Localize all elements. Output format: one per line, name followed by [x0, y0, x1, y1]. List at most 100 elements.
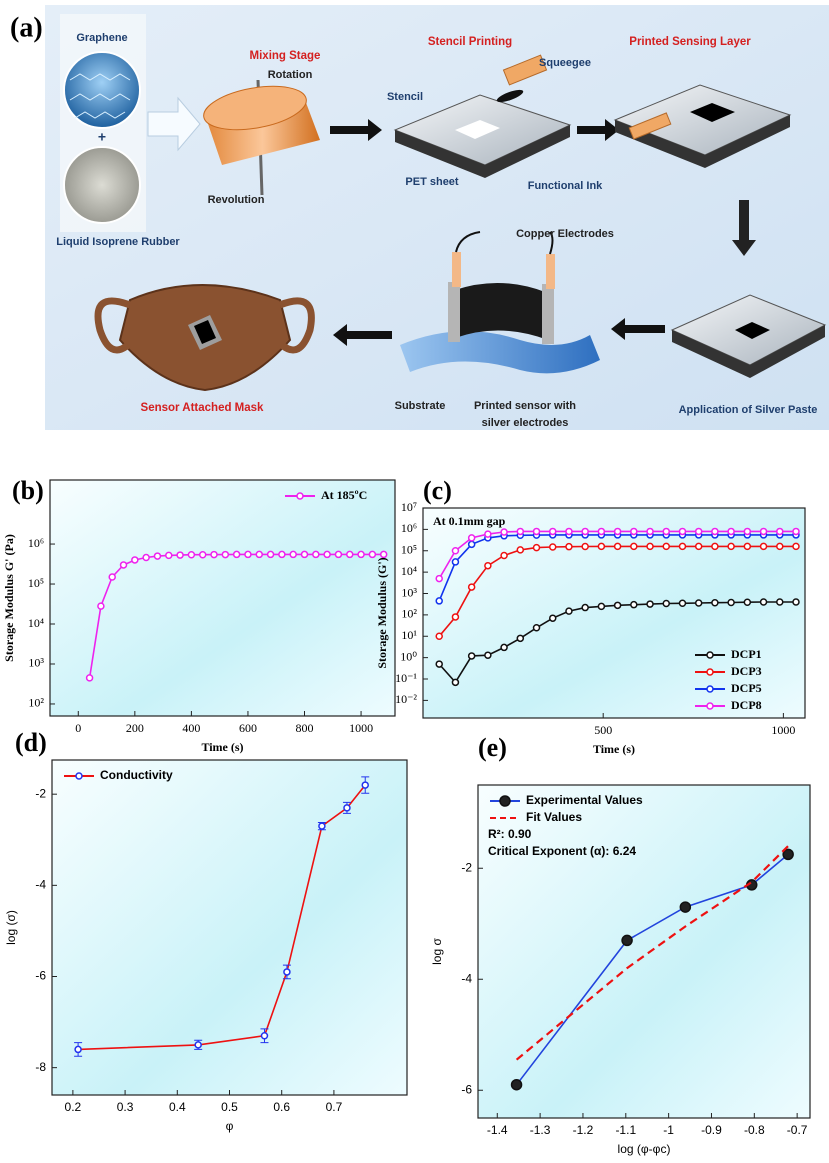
data-point	[435, 632, 443, 641]
panel-a: (a) Graphene + Liquid Isoprene Rubber Mi…	[10, 5, 829, 430]
data-point	[451, 613, 460, 621]
copper-electrode	[546, 254, 555, 289]
data-point	[776, 542, 784, 551]
data-point	[776, 598, 784, 606]
label: Substrate	[395, 400, 446, 412]
data-point	[283, 968, 291, 976]
data-point	[74, 1045, 82, 1054]
label: Mixing Stage	[250, 50, 321, 62]
data-point	[565, 542, 573, 551]
data-point	[694, 542, 703, 551]
label: PET sheet	[405, 176, 459, 188]
x-tick-label: 0.5	[221, 1100, 238, 1114]
chart: (d) 0.2 0.3 0.4 0.5 0.6 0.7 -8 -6 -4 -2 φ log (σ) Con…	[4, 728, 408, 1133]
data-point	[346, 550, 354, 559]
plot-area	[49, 479, 396, 717]
data-point	[484, 651, 492, 659]
data-point	[451, 547, 460, 555]
label: Printed Sensing Layer	[629, 36, 751, 48]
data-point	[244, 550, 252, 559]
data-point	[510, 1078, 523, 1091]
data-point	[679, 901, 692, 913]
label: Sensor Attached Mask	[141, 402, 265, 414]
data-point	[548, 543, 557, 551]
legend-label: DCP1	[731, 647, 762, 661]
data-point	[467, 652, 476, 660]
data-point	[630, 542, 638, 551]
x-tick-label: 200	[126, 721, 144, 735]
x-tick-label: 1000	[349, 721, 373, 735]
data-point	[646, 600, 654, 608]
data-point	[678, 599, 687, 608]
label: Copper Electrodes	[516, 228, 614, 240]
arrow	[732, 200, 756, 256]
data-point	[108, 573, 116, 581]
y-tick-label: 10⁴	[401, 564, 417, 578]
data-point	[484, 561, 492, 570]
data-point	[484, 530, 492, 538]
arrow	[577, 119, 619, 141]
x-tick-label: 0	[75, 721, 81, 735]
data-point	[194, 1041, 202, 1049]
data-point	[532, 624, 541, 632]
panel-label: (b)	[12, 476, 44, 505]
y-tick-label: 10⁰	[400, 649, 417, 663]
panel-label: (c)	[423, 476, 452, 505]
data-point	[630, 600, 638, 609]
legend-label: Conductivity	[100, 768, 173, 782]
legend-label: DCP8	[731, 698, 762, 712]
data-point	[727, 598, 735, 607]
data-point	[435, 660, 443, 668]
plate-edge	[672, 325, 825, 378]
data-point	[581, 542, 589, 551]
y-tick-label: -6	[461, 1082, 472, 1096]
sensing-layer	[690, 103, 735, 122]
x-tick-label: -1.3	[530, 1123, 551, 1137]
data-point	[727, 527, 735, 536]
data-point	[435, 597, 443, 605]
x-tick-label: -0.9	[701, 1123, 722, 1137]
data-point	[153, 552, 162, 560]
y-tick-label: 10⁵	[28, 576, 44, 590]
label: Graphene	[76, 32, 127, 44]
data-point	[597, 602, 606, 611]
annotation: R²: 0.90	[488, 827, 532, 841]
data-point	[792, 598, 800, 606]
rubber-icon	[63, 146, 141, 224]
x-tick-label: 1000	[771, 723, 795, 737]
data-point	[198, 550, 207, 559]
data-point	[266, 550, 275, 559]
data-point	[792, 527, 800, 536]
graphene-lattice	[69, 73, 131, 119]
data-point	[711, 598, 719, 607]
y-tick-label: 10¹	[401, 628, 417, 642]
label: Stencil Printing	[428, 36, 512, 48]
data-point	[581, 527, 589, 536]
data-point	[621, 934, 633, 947]
x-tick-label: 0.2	[65, 1100, 82, 1114]
data-point	[312, 550, 320, 559]
data-point	[597, 542, 606, 551]
x-tick-label: -1.1	[615, 1123, 636, 1137]
y-tick-label: 10³	[28, 656, 44, 670]
data-point	[221, 550, 230, 559]
y-tick-label: 10²	[401, 607, 417, 621]
arrow	[147, 96, 201, 152]
legend-marker	[706, 668, 714, 676]
data-point	[694, 527, 703, 536]
legend-marker	[706, 685, 714, 693]
data-point	[368, 550, 377, 559]
mixer-top	[203, 85, 307, 131]
data-point	[255, 550, 264, 559]
label: Functional Ink	[528, 180, 603, 192]
data-point	[711, 527, 719, 536]
data-point	[759, 598, 768, 606]
y-tick-label: 10⁻²	[395, 692, 417, 706]
mask-strap	[94, 297, 315, 354]
x-tick-label: 600	[239, 721, 257, 735]
label: Revolution	[208, 194, 265, 206]
data-point	[500, 551, 508, 560]
x-axis-label: log (φ-φc)	[618, 1142, 671, 1156]
legend-marker	[706, 702, 714, 710]
data-point	[597, 527, 606, 536]
